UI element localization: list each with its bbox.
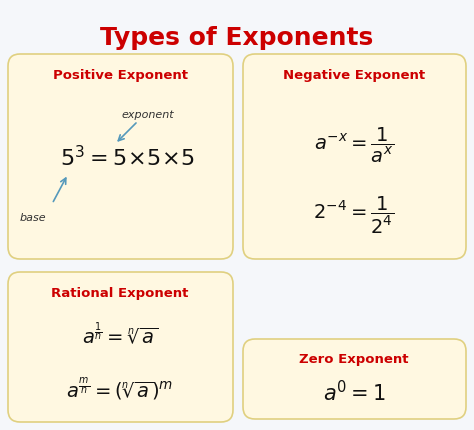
FancyBboxPatch shape bbox=[243, 339, 466, 419]
Text: $a^{-x} = \dfrac{1}{a^x}$: $a^{-x} = \dfrac{1}{a^x}$ bbox=[314, 125, 394, 164]
FancyBboxPatch shape bbox=[8, 272, 233, 422]
Text: Zero Exponent: Zero Exponent bbox=[299, 353, 409, 366]
FancyBboxPatch shape bbox=[243, 55, 466, 259]
Text: exponent: exponent bbox=[122, 110, 174, 120]
Text: Rational Exponent: Rational Exponent bbox=[51, 286, 189, 299]
Text: $a^{\frac{1}{n}} = \sqrt[n]{a}$: $a^{\frac{1}{n}} = \sqrt[n]{a}$ bbox=[82, 321, 158, 348]
Text: $2^{-4} = \dfrac{1}{2^4}$: $2^{-4} = \dfrac{1}{2^4}$ bbox=[313, 194, 394, 235]
FancyBboxPatch shape bbox=[8, 55, 233, 259]
Text: $a^0 = 1$: $a^0 = 1$ bbox=[323, 380, 385, 405]
Text: $a^{\frac{m}{n}} = \left(\sqrt[n]{a}\right)^m$: $a^{\frac{m}{n}} = \left(\sqrt[n]{a}\rig… bbox=[66, 376, 173, 402]
Text: $5^3 = 5\!\times\!5\!\times\!5$: $5^3 = 5\!\times\!5\!\times\!5$ bbox=[60, 145, 195, 170]
Text: Negative Exponent: Negative Exponent bbox=[283, 68, 425, 81]
Text: base: base bbox=[20, 212, 46, 222]
Text: Types of Exponents: Types of Exponents bbox=[100, 26, 374, 50]
Text: Positive Exponent: Positive Exponent bbox=[53, 68, 188, 81]
